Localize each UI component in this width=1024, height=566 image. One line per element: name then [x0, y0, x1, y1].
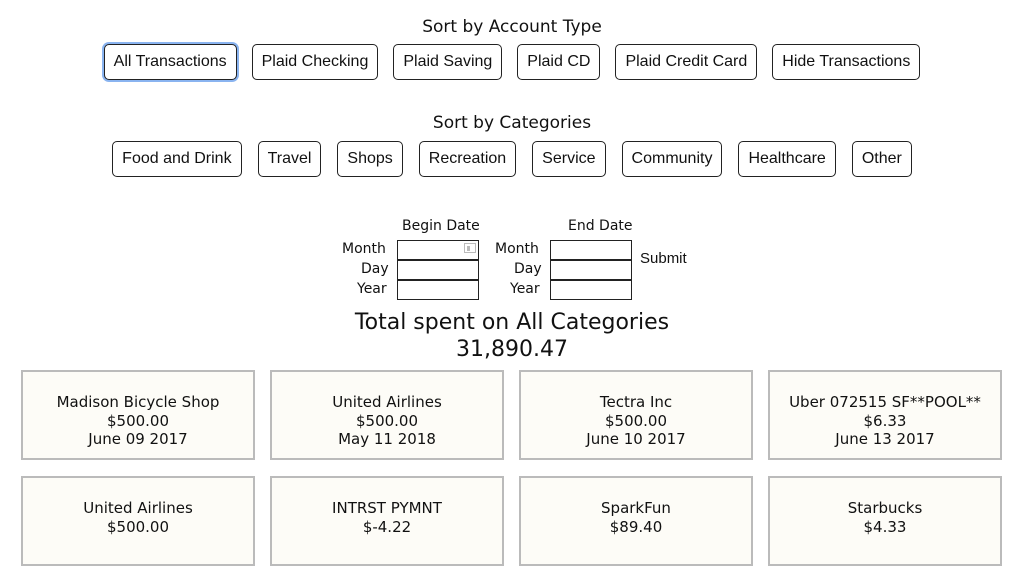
- begin-month-input[interactable]: [397, 240, 479, 260]
- transaction-card[interactable]: Uber 072515 SF**POOL** $6.33 June 13 2017: [768, 370, 1002, 460]
- transaction-amount: $500.00: [355, 411, 419, 430]
- transaction-name: United Airlines: [83, 499, 193, 517]
- transaction-card[interactable]: Starbucks $4.33: [768, 476, 1002, 566]
- transaction-card[interactable]: Madison Bicycle Shop $500.00 June 09 2017: [21, 370, 255, 460]
- transaction-name: SparkFun: [601, 499, 671, 517]
- transaction-name: Uber 072515 SF**POOL**: [789, 393, 981, 411]
- healthcare-button[interactable]: Healthcare: [738, 141, 836, 177]
- begin-year-label: Year: [357, 281, 387, 297]
- submit-button[interactable]: Submit: [640, 250, 687, 267]
- transaction-card[interactable]: SparkFun $89.40: [519, 476, 753, 566]
- begin-year-input[interactable]: [397, 280, 479, 300]
- end-day-input[interactable]: [550, 260, 632, 280]
- begin-month-label: Month: [342, 241, 386, 257]
- total-title: Total spent on All Categories: [354, 310, 670, 335]
- hide-transactions-button[interactable]: Hide Transactions: [772, 44, 921, 80]
- community-button[interactable]: Community: [621, 141, 723, 177]
- transaction-amount: $6.33: [863, 411, 907, 430]
- end-month-label: Month: [495, 241, 539, 257]
- begin-day-input[interactable]: [397, 260, 479, 280]
- all-transactions-button[interactable]: All Transactions: [103, 44, 237, 80]
- end-year-input[interactable]: [550, 280, 632, 300]
- end-year-label: Year: [510, 281, 540, 297]
- shops-button[interactable]: Shops: [337, 141, 403, 177]
- transaction-card[interactable]: United Airlines $500.00 May 11 2018: [270, 370, 504, 460]
- total-amount: 31,890.47: [456, 337, 568, 362]
- food-and-drink-button[interactable]: Food and Drink: [112, 141, 242, 177]
- end-date-label: End Date: [568, 218, 633, 234]
- transaction-date: June 13 2017: [835, 430, 935, 448]
- plaid-credit-card-button[interactable]: Plaid Credit Card: [615, 44, 758, 80]
- transaction-amount: $500.00: [106, 411, 170, 430]
- transaction-date: June 09 2017: [88, 430, 188, 448]
- transaction-amount: $500.00: [106, 517, 170, 536]
- transaction-amount: $89.40: [609, 517, 663, 536]
- category-buttons: Food and Drink Travel Shops Recreation S…: [0, 141, 1024, 177]
- transaction-card[interactable]: Tectra Inc $500.00 June 10 2017: [519, 370, 753, 460]
- account-buttons: All Transactions Plaid Checking Plaid Sa…: [0, 44, 1024, 80]
- service-button[interactable]: Service: [532, 141, 606, 177]
- transaction-name: Tectra Inc: [599, 393, 673, 411]
- transaction-date: June 10 2017: [586, 430, 686, 448]
- plaid-cd-button[interactable]: Plaid CD: [517, 44, 601, 80]
- travel-button[interactable]: Travel: [257, 141, 322, 177]
- begin-day-label: Day: [361, 261, 389, 277]
- transaction-card[interactable]: United Airlines $500.00: [21, 476, 255, 566]
- account-sort-title: Sort by Account Type: [422, 17, 602, 37]
- begin-date-label: Begin Date: [402, 218, 480, 234]
- transaction-name: INTRST PYMNT: [332, 499, 442, 517]
- plaid-checking-button[interactable]: Plaid Checking: [251, 44, 379, 80]
- transaction-date: May 11 2018: [338, 430, 436, 448]
- end-day-label: Day: [514, 261, 542, 277]
- category-sort-title: Sort by Categories: [432, 113, 592, 133]
- transaction-name: United Airlines: [332, 393, 442, 411]
- plaid-saving-button[interactable]: Plaid Saving: [393, 44, 503, 80]
- contact-card-icon: [464, 243, 476, 253]
- transaction-amount: $4.33: [863, 517, 907, 536]
- transaction-name: Madison Bicycle Shop: [56, 393, 220, 411]
- transaction-name: Starbucks: [847, 499, 923, 517]
- recreation-button[interactable]: Recreation: [418, 141, 517, 177]
- transaction-amount: $500.00: [604, 411, 668, 430]
- transaction-amount: $-4.22: [362, 517, 412, 536]
- transaction-card[interactable]: INTRST PYMNT $-4.22: [270, 476, 504, 566]
- end-month-input[interactable]: [550, 240, 632, 260]
- other-button[interactable]: Other: [851, 141, 912, 177]
